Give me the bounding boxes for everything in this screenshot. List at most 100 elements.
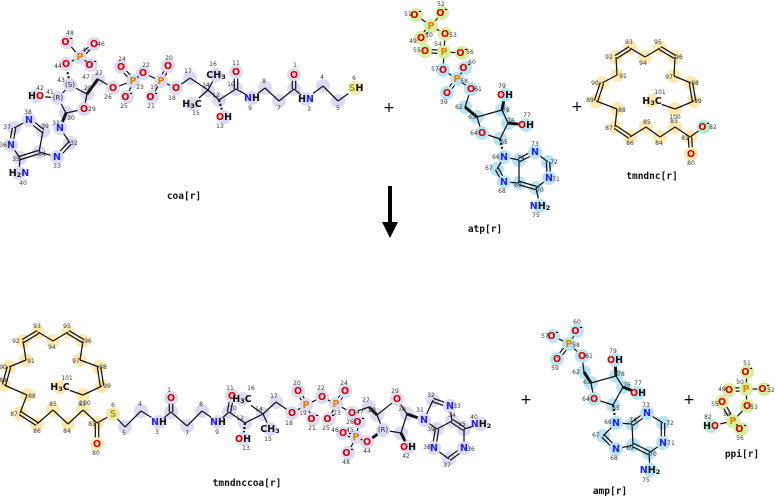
atom-number: 59 bbox=[440, 99, 448, 106]
atom-highlight bbox=[106, 81, 120, 95]
atom-label: OH bbox=[235, 434, 251, 445]
bond bbox=[688, 83, 693, 102]
atom-highlight bbox=[436, 63, 450, 77]
atom-number: 7 bbox=[185, 430, 189, 437]
atom-number: 22 bbox=[317, 385, 325, 392]
atom-label: O bbox=[441, 29, 449, 40]
atom-highlight bbox=[542, 171, 556, 185]
bond bbox=[429, 423, 438, 430]
atom-highlight bbox=[87, 37, 101, 51]
bond bbox=[347, 435, 351, 438]
atom-highlight bbox=[4, 138, 18, 152]
atom-number: 81 bbox=[88, 421, 96, 428]
atom-highlight bbox=[169, 81, 183, 95]
atom-number: 87 bbox=[10, 411, 18, 418]
bond bbox=[84, 59, 87, 63]
bond bbox=[60, 103, 67, 114]
atom-highlight bbox=[349, 81, 363, 95]
bond bbox=[38, 151, 51, 156]
bond bbox=[66, 70, 70, 79]
atom-number: 28 bbox=[84, 85, 92, 92]
bond bbox=[494, 169, 501, 178]
atom-number: 80 bbox=[687, 160, 695, 167]
bond bbox=[400, 404, 408, 415]
bond bbox=[164, 72, 168, 76]
atom-number: 66 bbox=[604, 419, 612, 426]
atom-highlight bbox=[161, 59, 175, 73]
plus-operator-4: + bbox=[683, 392, 695, 408]
bond bbox=[562, 349, 567, 356]
bond bbox=[69, 389, 84, 396]
atom-highlight bbox=[306, 412, 320, 426]
bond bbox=[83, 46, 89, 52]
bond bbox=[1, 366, 8, 385]
atom-label: O- bbox=[758, 380, 769, 395]
bond bbox=[59, 141, 70, 152]
atom-highlight bbox=[450, 72, 464, 86]
bond bbox=[629, 47, 646, 58]
atom-number: 57 bbox=[541, 333, 549, 340]
bond bbox=[462, 82, 466, 86]
bond bbox=[603, 434, 613, 444]
bond bbox=[614, 108, 618, 128]
atom-label: N bbox=[659, 438, 667, 449]
atom-highlight bbox=[287, 68, 301, 82]
bond bbox=[497, 167, 504, 177]
atom-label: OH bbox=[216, 112, 232, 123]
atom-highlight bbox=[235, 392, 249, 406]
atom-label: (S) bbox=[65, 81, 75, 89]
atom-number: 36 bbox=[0, 142, 7, 149]
atom-label: O- bbox=[735, 420, 746, 435]
atom-number: 52 bbox=[437, 1, 445, 8]
atom-number: 54 bbox=[723, 411, 731, 418]
atom-highlight bbox=[458, 61, 472, 75]
atom-label: N bbox=[460, 443, 468, 454]
bond bbox=[726, 406, 732, 415]
atom-highlight bbox=[417, 413, 431, 427]
atom-highlight bbox=[390, 392, 404, 406]
bond bbox=[348, 432, 352, 435]
bond bbox=[535, 181, 545, 189]
atom-label: O bbox=[421, 46, 429, 57]
atom-number: 43 bbox=[57, 77, 65, 84]
atom-number: 91 bbox=[27, 358, 35, 365]
atom-highlight bbox=[73, 50, 87, 64]
atom-number: 38 bbox=[24, 109, 32, 116]
atom-number: 41 bbox=[46, 89, 54, 96]
atom-number: 45 bbox=[346, 427, 354, 434]
bond bbox=[198, 89, 209, 99]
bond bbox=[163, 411, 172, 419]
atom-number: 33 bbox=[53, 163, 61, 170]
atom-highlight bbox=[498, 88, 512, 102]
bond bbox=[299, 397, 302, 401]
bond bbox=[449, 452, 460, 461]
bond bbox=[723, 408, 729, 417]
atom-highlight bbox=[757, 382, 771, 396]
atom-number: 95 bbox=[654, 39, 662, 46]
bond bbox=[222, 411, 230, 419]
bond bbox=[226, 402, 230, 412]
bond bbox=[371, 433, 379, 440]
atom-number: 16 bbox=[209, 61, 217, 68]
atom-number: 73 bbox=[531, 141, 539, 148]
atom-label: NH bbox=[244, 93, 260, 104]
atom-highlight bbox=[349, 430, 363, 444]
bond bbox=[451, 85, 455, 89]
atom-highlight bbox=[360, 435, 374, 449]
atom-label: P bbox=[333, 399, 340, 410]
bond bbox=[432, 401, 444, 406]
plus-operator-2: + bbox=[571, 99, 583, 115]
atom-number: 71 bbox=[667, 440, 675, 447]
atom-number: 90 bbox=[591, 80, 599, 87]
atom-label: NH2 bbox=[471, 419, 491, 431]
atom-number: 4 bbox=[320, 74, 324, 81]
atom-number: 25 bbox=[322, 425, 330, 432]
atom-number: 53 bbox=[750, 404, 758, 411]
atom-highlight bbox=[145, 90, 159, 104]
bond bbox=[327, 399, 331, 402]
bond bbox=[66, 332, 83, 343]
atom-highlight bbox=[438, 27, 452, 41]
atom-highlight bbox=[704, 419, 718, 433]
